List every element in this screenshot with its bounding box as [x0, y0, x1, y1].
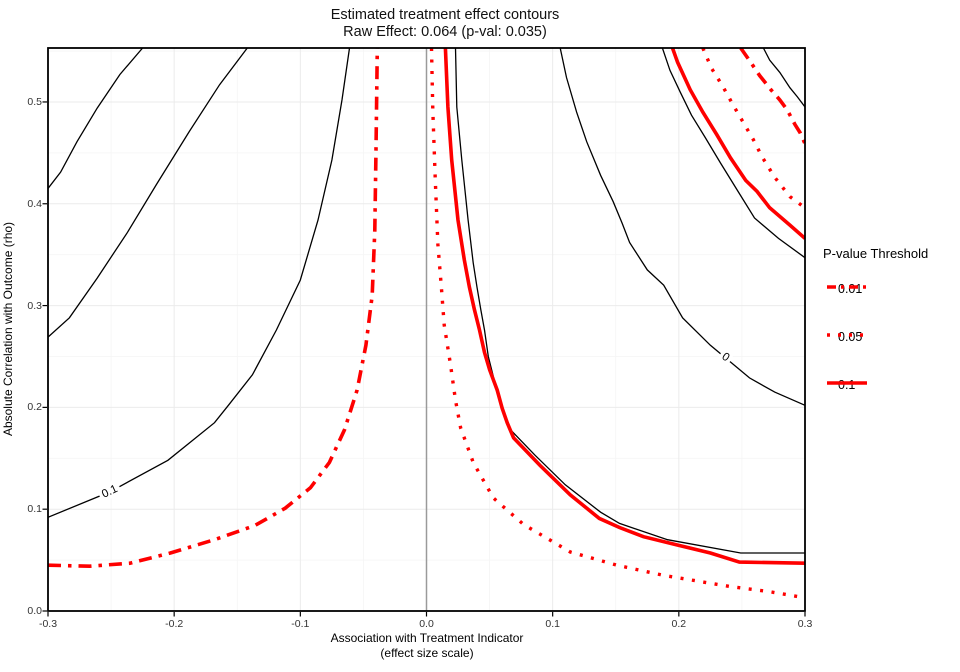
x-tick-label: -0.1 — [291, 618, 310, 630]
legend-key-dotted-line — [827, 333, 867, 337]
pvalue-curve-0.05-right — [429, 48, 805, 600]
panel-border — [47, 47, 806, 612]
legend-label: 0.05 — [838, 330, 863, 344]
y-tick-label: 0.3 — [27, 299, 42, 312]
chart-subtitle: Raw Effect: 0.064 (p-val: 0.035) — [343, 24, 547, 40]
effect-contour-0 — [559, 48, 805, 406]
effect-contour-left-middle — [48, 48, 248, 338]
chart-title: Estimated treatment effect contours — [330, 7, 560, 23]
x-axis-title-line2: (effect size scale) — [380, 646, 474, 660]
pvalue-curve-0.1-top-right — [670, 48, 805, 240]
legend-title: P-value Threshold — [823, 246, 929, 261]
y-tick-label: 0.0 — [27, 605, 42, 617]
x-tick-label: -0.3 — [38, 618, 58, 630]
y-tick-label: 0.2 — [27, 401, 42, 414]
legend-key-dashdot-line — [827, 285, 867, 289]
pvalue-curve-0.01-left — [48, 48, 380, 569]
effect-contour-center-right — [454, 48, 805, 554]
y-axis-title: Absolute Correlation with Outcome (rho) — [1, 221, 15, 437]
plot-panel: 0.10 — [48, 48, 805, 611]
x-tick-label: 0.3 — [797, 618, 813, 630]
legend: P-value Threshold 0.01 0.05 0.1 — [823, 246, 958, 392]
y-tick-label: 0.5 — [27, 95, 42, 108]
legend-item-0.05: 0.05 — [825, 328, 867, 346]
x-tick-label: 0.2 — [671, 618, 687, 630]
y-tick-label: 0.4 — [27, 197, 42, 210]
pvalue-curve-0.1-right — [443, 48, 805, 565]
x-tick-label: 0.0 — [419, 618, 434, 630]
pvalue-curve-0.01-top-right — [739, 48, 805, 145]
effect-contour-corner-outer — [661, 48, 805, 259]
contour-label-0.1: 0.1 — [100, 483, 120, 501]
effect-contour-corner-inner — [762, 48, 805, 108]
x-tick-label: 0.1 — [545, 618, 560, 630]
y-tick-label: 0.1 — [27, 503, 42, 516]
x-tick-label: -0.2 — [165, 618, 184, 630]
effect-contour-0.1 — [48, 48, 351, 518]
effect-contour-left-upper — [48, 48, 144, 189]
x-axis-title-line1: Association with Treatment Indicator — [330, 631, 524, 645]
pvalue-curve-0.05-top-right — [701, 48, 805, 210]
legend-item-0.1: 0.1 — [825, 376, 867, 394]
legend-key-solid-line — [827, 381, 867, 385]
legend-item-0.01: 0.01 — [825, 280, 867, 298]
